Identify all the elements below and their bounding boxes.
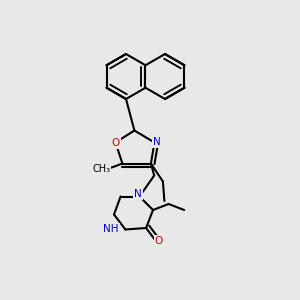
Text: NH: NH <box>103 224 119 235</box>
Text: O: O <box>111 137 120 148</box>
Text: CH₃: CH₃ <box>92 164 110 174</box>
Text: N: N <box>153 136 161 147</box>
Text: O: O <box>154 236 163 247</box>
Text: N: N <box>134 189 142 199</box>
